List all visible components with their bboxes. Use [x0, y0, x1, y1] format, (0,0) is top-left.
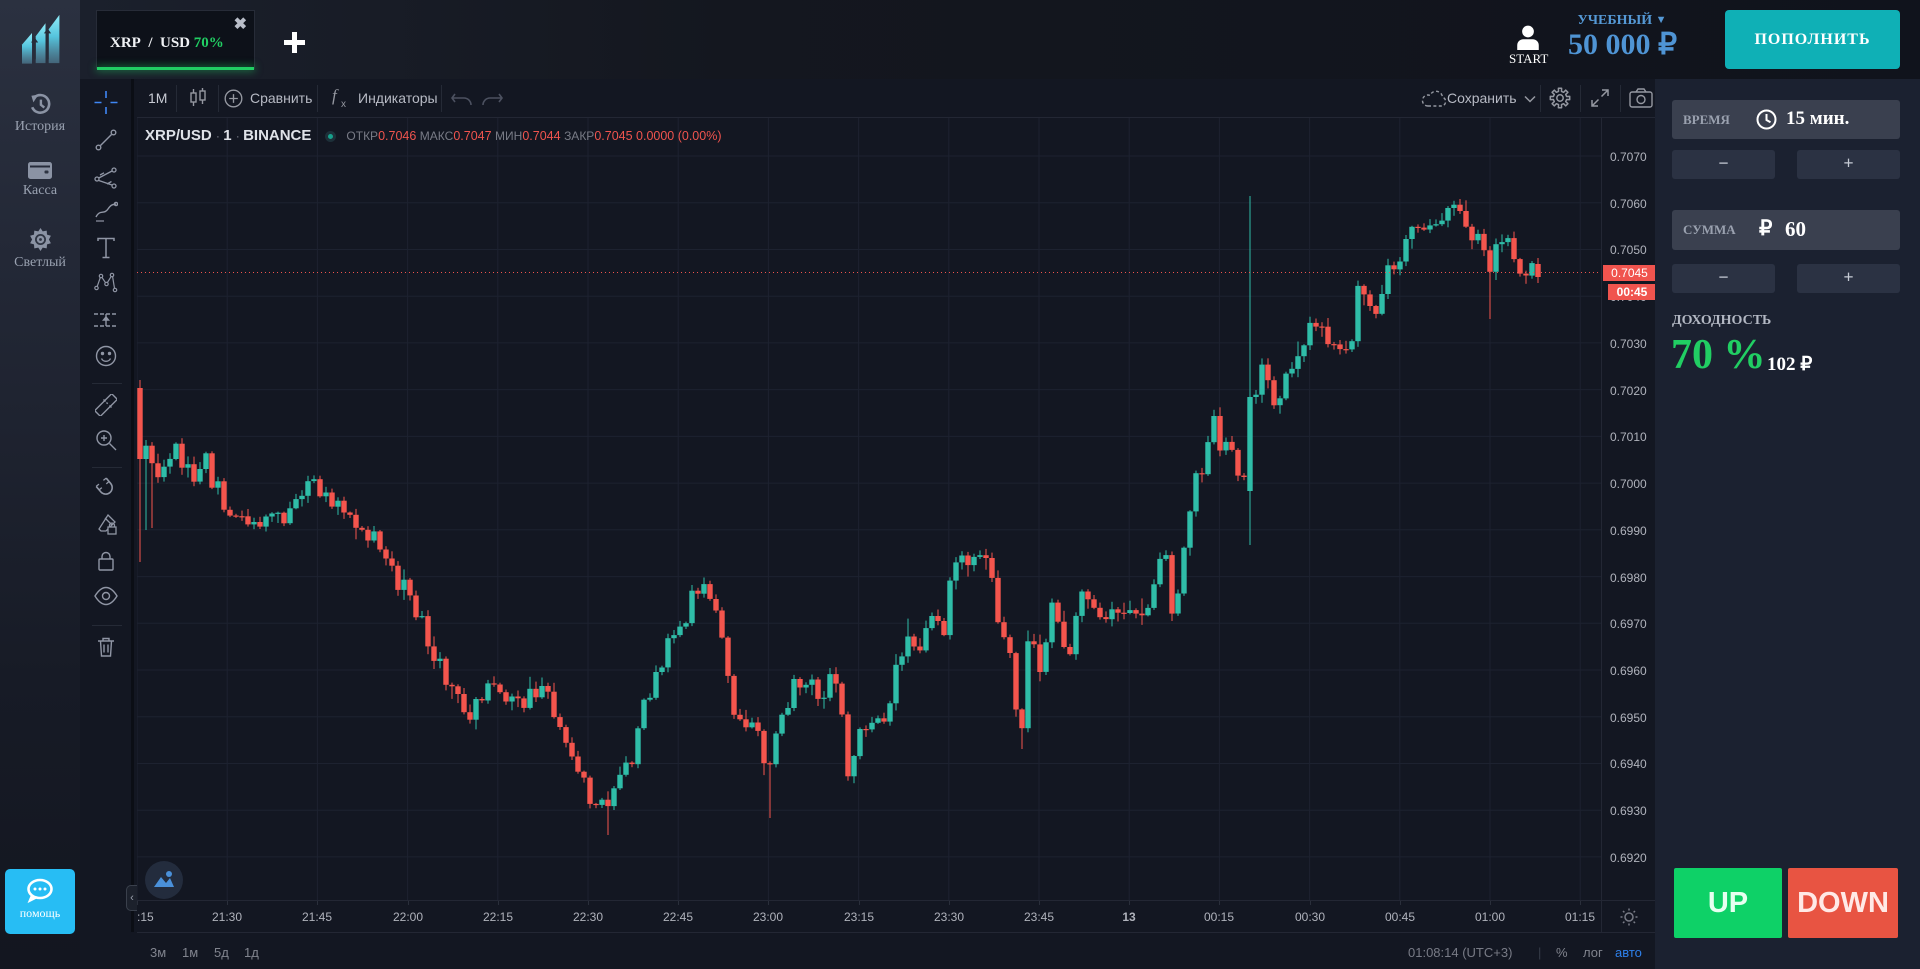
svg-text:x: x	[341, 99, 346, 110]
svg-text:f: f	[332, 86, 339, 105]
